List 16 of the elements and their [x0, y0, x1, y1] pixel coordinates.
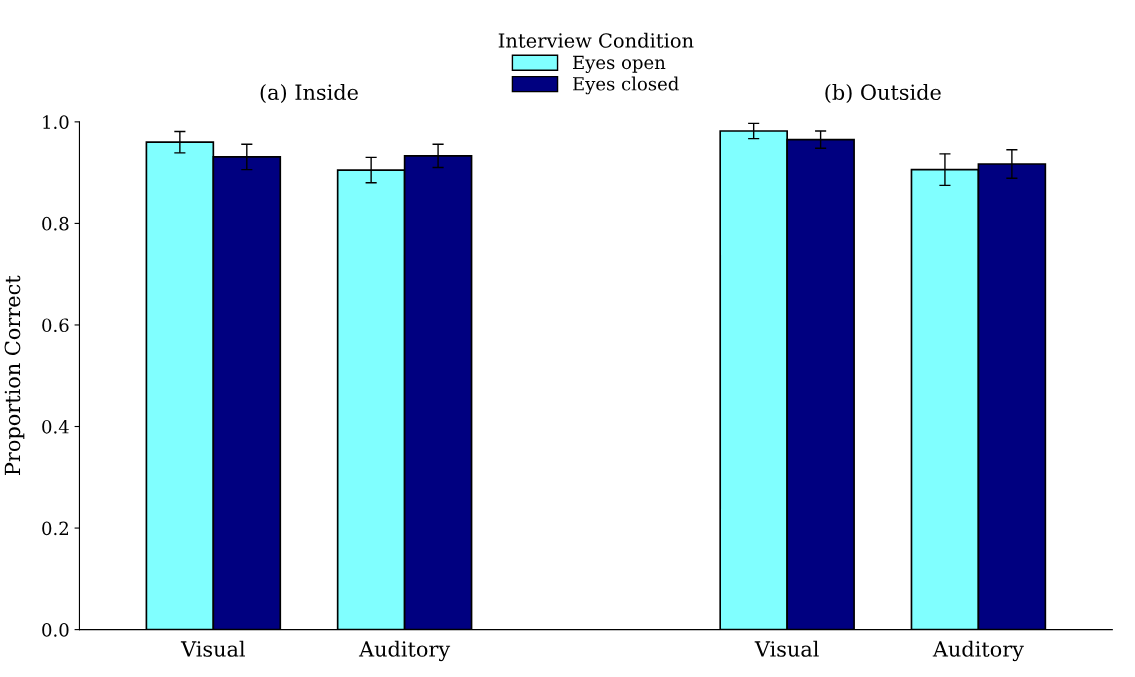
text: (b) Outside: [825, 83, 941, 103]
y-tick-label: 0.8: [42, 216, 69, 231]
y-tick-label: 0.2: [42, 521, 68, 536]
x-tick-label: Auditory: [932, 640, 1024, 662]
y-tick-label: 1.0: [43, 115, 69, 129]
y-axis-title: Proportion Correct: [4, 275, 25, 475]
x-tick-label: Auditory: [358, 640, 451, 662]
y-tick-label: 0.6: [42, 318, 69, 333]
x-tick-label: Visual: [180, 640, 245, 657]
x-tick-label: Visual: [754, 640, 819, 657]
legend-title: Interview Condition: [498, 32, 694, 48]
legend-label: Eyes closed: [572, 76, 679, 95]
y-tick-label: 0.4: [42, 419, 69, 434]
text: (a) Inside: [260, 83, 358, 103]
y-tick-label: 0.0: [42, 623, 69, 637]
legend-label: Eyes open: [572, 55, 666, 73]
